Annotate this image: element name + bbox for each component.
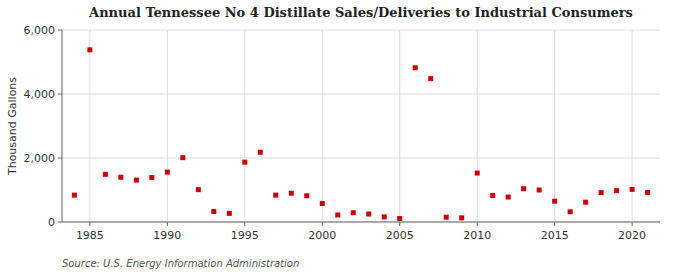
grid-line (244, 30, 245, 222)
point (258, 150, 263, 155)
point (459, 215, 464, 220)
point (599, 190, 604, 195)
point (475, 171, 480, 176)
grid-line (632, 30, 633, 222)
x-tick-label: 2020 (618, 229, 646, 242)
grid-line (322, 30, 323, 222)
point (289, 191, 294, 196)
x-tick-label: 2005 (386, 229, 414, 242)
point (180, 155, 185, 160)
tick-mark (58, 158, 62, 159)
grid-line (89, 30, 90, 222)
point (351, 210, 356, 215)
point (242, 160, 247, 165)
tick-mark (58, 94, 62, 95)
point (583, 200, 588, 205)
point (521, 186, 526, 191)
point (149, 175, 154, 180)
x-tick-label: 1990 (153, 229, 181, 242)
points (72, 47, 650, 221)
x-axis (62, 222, 660, 223)
tick-mark (167, 222, 168, 226)
tick-mark (244, 222, 245, 226)
y-tick-label: 2,000 (24, 152, 56, 165)
grid-line (477, 30, 478, 222)
source-note: Source: U.S. Energy Information Administ… (62, 258, 299, 269)
tick-mark (632, 222, 633, 226)
tick-mark (89, 222, 90, 226)
point (413, 65, 418, 70)
y-tick-label: 4,000 (24, 88, 56, 101)
x-tick-label: 1985 (76, 229, 104, 242)
point (103, 172, 108, 177)
y-axis (62, 30, 63, 222)
point (397, 216, 402, 221)
point (630, 187, 635, 192)
grid-line (399, 30, 400, 222)
point (568, 209, 573, 214)
tick-mark (58, 30, 62, 31)
chart: Annual Tennessee No 4 Distillate Sales/D… (0, 0, 675, 275)
point (537, 188, 542, 193)
point (211, 209, 216, 214)
point (273, 193, 278, 198)
tick-mark (322, 222, 323, 226)
grid-line (62, 158, 660, 159)
point (382, 214, 387, 219)
point (614, 188, 619, 193)
point (134, 178, 139, 183)
point (72, 193, 77, 198)
point (552, 199, 557, 204)
x-tick-label: 2015 (541, 229, 569, 242)
point (366, 212, 371, 217)
x-tick-label: 2010 (463, 229, 491, 242)
x-tick-label: 1995 (231, 229, 259, 242)
y-tick-label: 0 (48, 216, 55, 229)
point (165, 170, 170, 175)
grid (62, 30, 660, 222)
point (428, 76, 433, 81)
grid-line (62, 30, 660, 31)
point (506, 195, 511, 200)
point (444, 215, 449, 220)
y-axis-label: Thousand Gallons (6, 77, 19, 176)
tick-mark (477, 222, 478, 226)
tick-mark (399, 222, 400, 226)
point (87, 47, 92, 52)
tick-mark (554, 222, 555, 226)
title: Annual Tennessee No 4 Distillate Sales/D… (88, 5, 633, 20)
point (320, 201, 325, 206)
point (227, 211, 232, 216)
grid-line (167, 30, 168, 222)
x-tick-label: 2000 (308, 229, 336, 242)
point (335, 212, 340, 217)
point (118, 175, 123, 180)
point (645, 190, 650, 195)
point (304, 193, 309, 198)
point (196, 187, 201, 192)
grid-line (554, 30, 555, 222)
grid-line (62, 222, 660, 223)
tick-mark (58, 222, 62, 223)
grid-line (62, 94, 660, 95)
point (490, 193, 495, 198)
y-tick-label: 6,000 (24, 24, 56, 37)
